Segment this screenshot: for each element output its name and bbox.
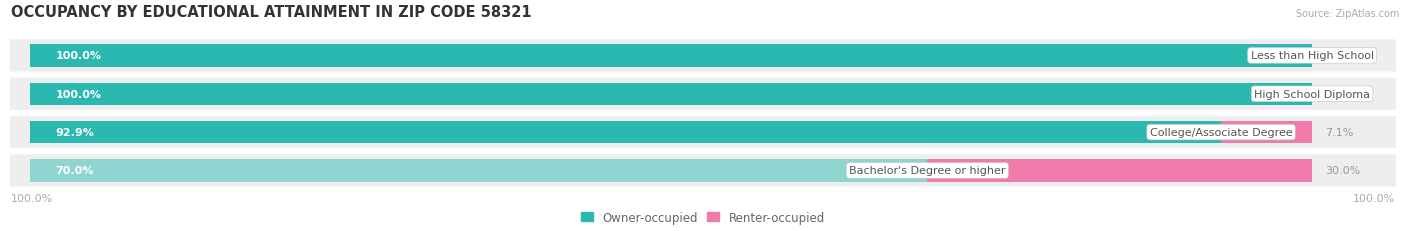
Bar (30, 160, 928, 182)
Text: 30.0%: 30.0% (1324, 166, 1360, 176)
Text: Source: ZipAtlas.com: Source: ZipAtlas.com (1295, 9, 1399, 19)
Legend: Owner-occupied, Renter-occupied: Owner-occupied, Renter-occupied (581, 211, 825, 224)
Bar (1220, 122, 1312, 144)
FancyBboxPatch shape (10, 40, 1396, 72)
Text: 7.1%: 7.1% (1324, 128, 1353, 137)
Text: OCCUPANCY BY EDUCATIONAL ATTAINMENT IN ZIP CODE 58321: OCCUPANCY BY EDUCATIONAL ATTAINMENT IN Z… (11, 5, 531, 20)
Text: High School Diploma: High School Diploma (1254, 89, 1369, 99)
Text: Bachelor's Degree or higher: Bachelor's Degree or higher (849, 166, 1005, 176)
Text: College/Associate Degree: College/Associate Degree (1150, 128, 1292, 137)
Bar (30, 83, 1312, 105)
FancyBboxPatch shape (10, 116, 1396, 149)
Text: 92.9%: 92.9% (55, 128, 94, 137)
Text: 100.0%: 100.0% (55, 89, 101, 99)
Text: 100.0%: 100.0% (11, 194, 53, 204)
Bar (928, 160, 1312, 182)
FancyBboxPatch shape (10, 155, 1396, 187)
Text: 100.0%: 100.0% (1353, 194, 1395, 204)
Bar (30, 45, 1312, 67)
Text: 0.0%: 0.0% (1324, 89, 1353, 99)
Text: 70.0%: 70.0% (55, 166, 94, 176)
Text: 0.0%: 0.0% (1324, 51, 1353, 61)
Text: Less than High School: Less than High School (1250, 51, 1374, 61)
FancyBboxPatch shape (10, 78, 1396, 110)
Text: 100.0%: 100.0% (55, 51, 101, 61)
Bar (30, 122, 1220, 144)
